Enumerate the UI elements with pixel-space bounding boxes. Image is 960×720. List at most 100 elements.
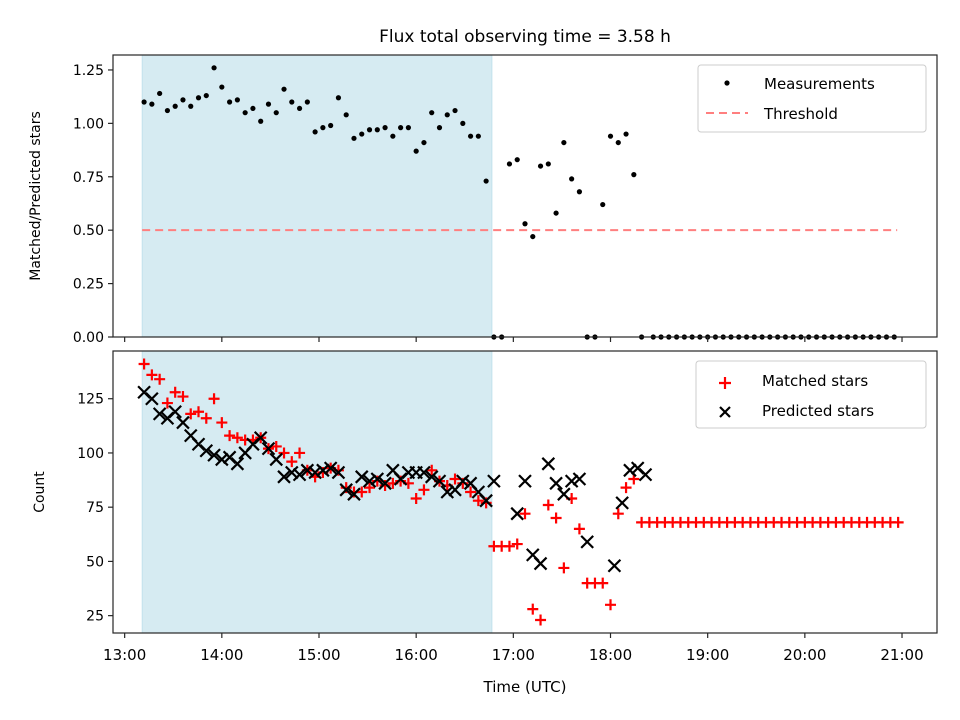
- matched-star-point: [605, 599, 617, 611]
- x-tick-label: 17:00: [492, 646, 535, 664]
- matched-star-point: [418, 484, 430, 496]
- measurement-point: [382, 125, 388, 131]
- measurement-point: [250, 105, 256, 112]
- measurement-point: [164, 107, 171, 114]
- matched-stars-points: [138, 358, 904, 626]
- bottom-axes-frame: [112, 350, 938, 634]
- y-tick-label: 0.50: [73, 223, 104, 239]
- legend-measurements-marker: [724, 80, 730, 86]
- y-tick-label: 0.25: [73, 277, 104, 293]
- measurement-point: [631, 172, 637, 178]
- y-tick-label: 100: [77, 446, 104, 462]
- measurement-point: [421, 139, 427, 146]
- matched-star-point: [426, 464, 438, 476]
- matched-star-point: [472, 495, 484, 507]
- matched-star-point: [573, 523, 585, 535]
- y-tick-label: 75: [86, 500, 104, 516]
- matched-star-point: [542, 499, 554, 511]
- predicted-star-point: [230, 457, 245, 471]
- x-tick-label: 20:00: [783, 646, 826, 664]
- predicted-star-point: [168, 404, 182, 419]
- bottom-x-ticks: 13:00 14:00 15:00 16:00 17:00 18:00 19:00 20:00…: [103, 633, 924, 664]
- y-tick-label: 1.00: [73, 116, 104, 132]
- measurement-point: [188, 103, 194, 109]
- measurement-point: [514, 157, 520, 163]
- predicted-star-point: [424, 470, 439, 484]
- x-tick-label: 19:00: [686, 646, 729, 664]
- predicted-star-point: [456, 474, 470, 488]
- predicted-star-point: [564, 474, 579, 488]
- measurement-point: [234, 97, 240, 103]
- matched-star-point: [612, 508, 624, 520]
- predicted-star-point: [323, 461, 338, 475]
- measurement-point: [374, 127, 380, 133]
- measurement-points: [141, 65, 897, 340]
- matched-star-point: [364, 482, 376, 494]
- measurement-point: [335, 95, 342, 101]
- predicted-star-point: [533, 556, 548, 571]
- predicted-star-point: [378, 476, 392, 491]
- legend-predicted-marker: [719, 406, 731, 418]
- y-tick-label: 25: [86, 609, 104, 625]
- predicted-star-point: [487, 474, 501, 488]
- measurement-point: [390, 133, 396, 139]
- measurement-point: [545, 161, 551, 167]
- measurement-point: [398, 125, 404, 131]
- predicted-star-point: [207, 448, 221, 462]
- predicted-star-point: [440, 485, 455, 499]
- predicted-star-point: [261, 441, 276, 456]
- matched-star-point: [535, 614, 547, 626]
- measurement-point: [413, 148, 419, 154]
- measurement-point: [436, 125, 443, 131]
- matched-star-point: [161, 397, 173, 409]
- predicted-star-point: [269, 452, 284, 467]
- bottom-legend: Matched stars Predicted stars: [695, 360, 927, 429]
- measurement-point: [569, 176, 575, 182]
- matched-star-point: [620, 482, 632, 494]
- matched-star-point: [892, 516, 904, 528]
- predicted-star-point: [253, 430, 268, 445]
- predicted-star-point: [479, 493, 493, 508]
- predicted-star-point: [417, 465, 431, 480]
- matched-star-point: [185, 408, 197, 420]
- measurement-point: [157, 90, 163, 97]
- top-x-ticks: [124, 337, 903, 342]
- predicted-star-point: [638, 467, 653, 482]
- measurement-point: [607, 133, 614, 139]
- top-y-axis-label: Matched/Predicted stars: [28, 111, 44, 281]
- predicted-star-point: [549, 476, 563, 491]
- matched-star-point: [208, 393, 220, 405]
- matched-star-point: [169, 386, 181, 398]
- matched-star-point: [177, 391, 189, 403]
- measurement-point: [195, 95, 202, 101]
- top-shaded-span: [141, 54, 493, 338]
- matched-star-point: [216, 417, 228, 429]
- y-tick-label: 0.75: [73, 170, 104, 186]
- measurement-point: [141, 99, 147, 105]
- measurement-point: [615, 139, 621, 146]
- matched-star-point: [503, 540, 515, 552]
- chart-title: Flux total observing time = 3.58 h: [379, 27, 671, 47]
- x-tick-label: 14:00: [200, 646, 243, 664]
- predicted-stars-points: [137, 385, 653, 573]
- measurement-point: [289, 99, 295, 105]
- measurement-point: [203, 92, 209, 99]
- matched-star-point: [527, 603, 539, 615]
- measurement-point: [429, 110, 435, 116]
- matched-star-point: [286, 456, 298, 468]
- top-axes-frame: [112, 54, 938, 338]
- matched-star-point: [356, 486, 368, 498]
- legend-matched-marker: [719, 377, 731, 389]
- measurement-point: [623, 131, 629, 137]
- matched-star-point: [550, 512, 562, 524]
- x-tick-label: 15:00: [297, 646, 340, 664]
- predicted-star-point: [607, 558, 622, 573]
- top-legend-frame: [697, 64, 927, 133]
- measurement-point: [320, 125, 326, 131]
- y-tick-label: 50: [86, 554, 104, 570]
- predicted-star-point: [370, 472, 385, 486]
- matched-star-point: [410, 493, 422, 505]
- measurement-point: [258, 118, 264, 124]
- matched-star-point: [519, 508, 531, 520]
- measurement-point: [242, 110, 248, 116]
